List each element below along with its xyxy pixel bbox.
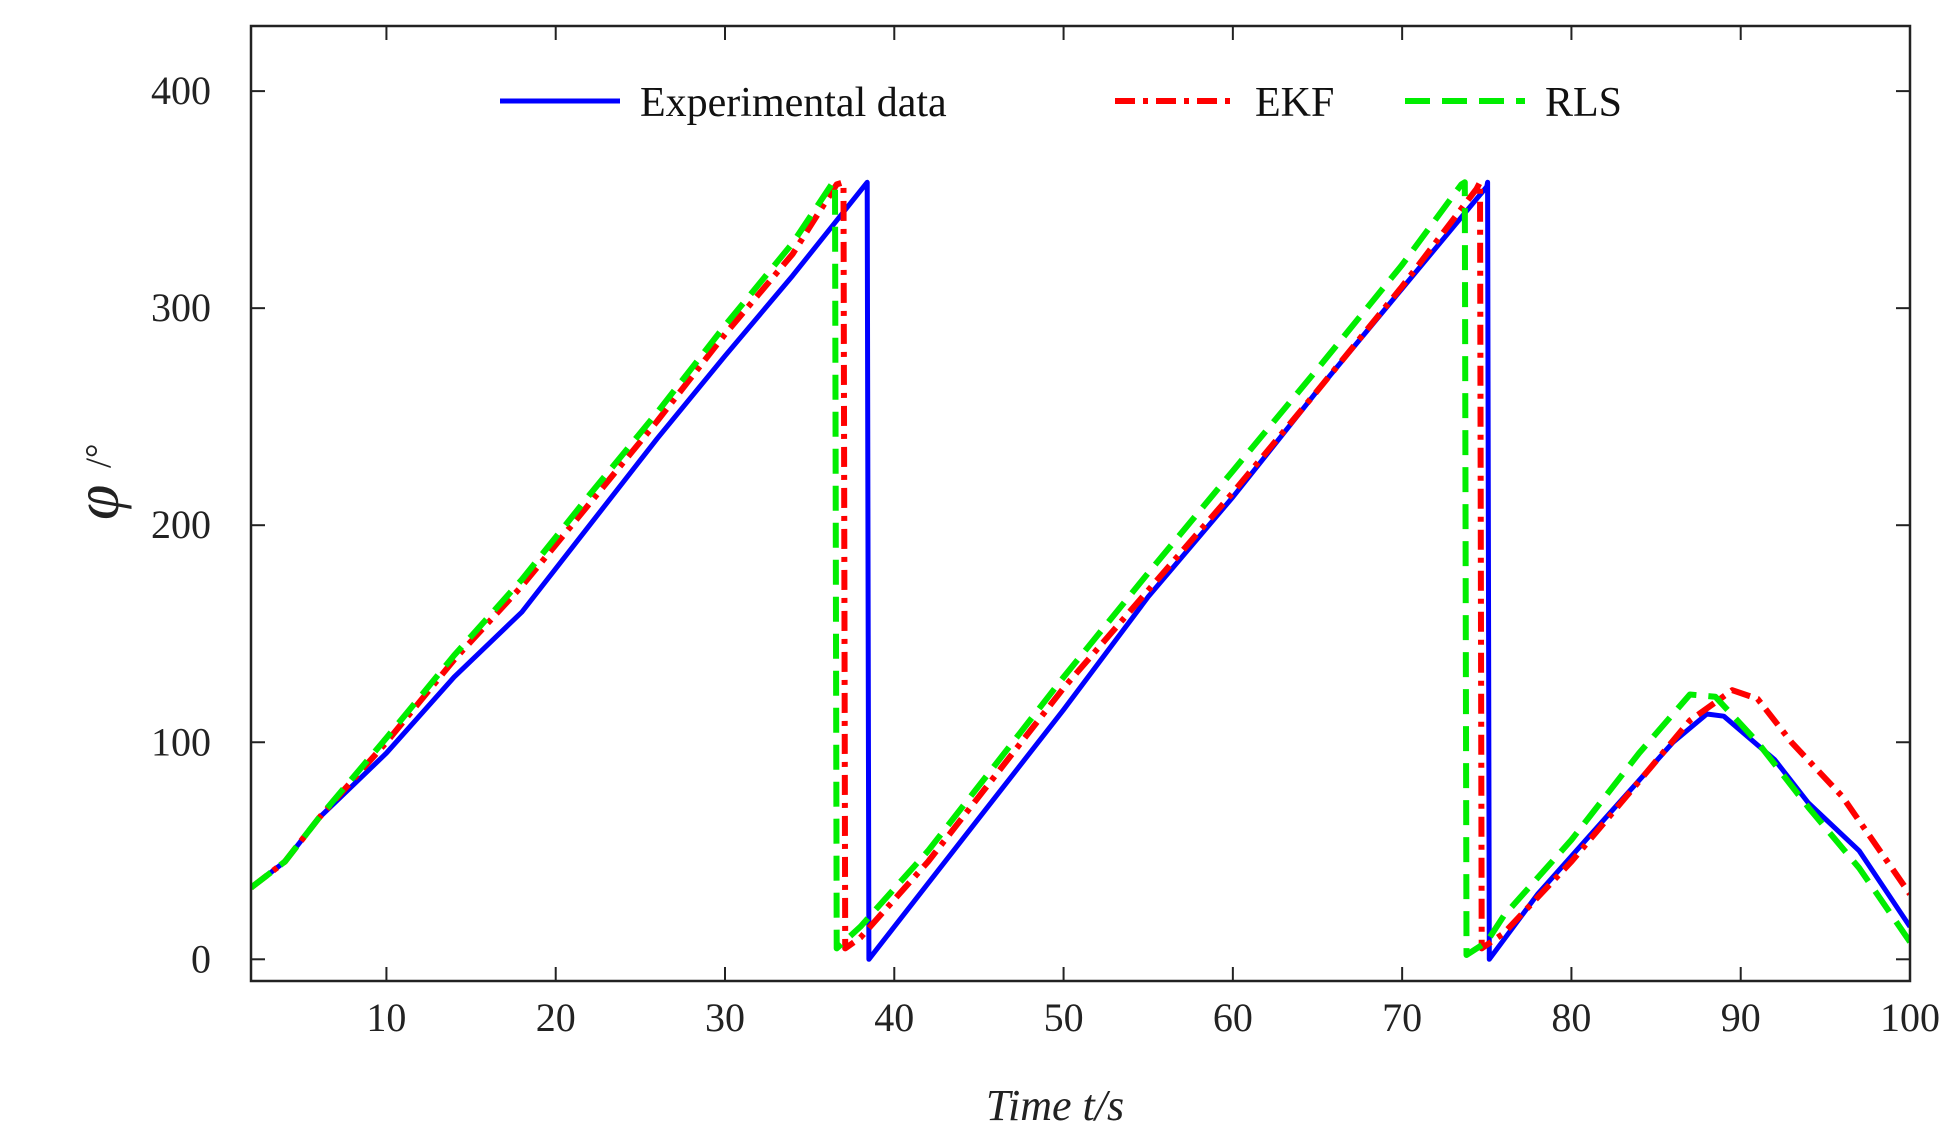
y-tick-label: 0 xyxy=(191,936,211,981)
legend-label-ekf: EKF xyxy=(1255,80,1334,126)
series-line-ekf xyxy=(251,179,1910,952)
x-tick-label: 20 xyxy=(536,995,576,1040)
x-tick-label: 60 xyxy=(1213,995,1253,1040)
series-line-rls xyxy=(251,179,1910,958)
x-tick-label: 90 xyxy=(1721,995,1761,1040)
y-tick-label: 400 xyxy=(151,68,211,113)
series-line-experimental-data xyxy=(251,179,1910,962)
x-tick-label: 80 xyxy=(1551,995,1591,1040)
series-group xyxy=(251,179,1910,962)
x-tick-label: 10 xyxy=(366,995,406,1040)
y-axis-unit: /° xyxy=(78,444,118,468)
x-axis-title: Time t/s xyxy=(986,1081,1124,1130)
legend-label-rls: RLS xyxy=(1545,80,1622,126)
x-tick-label: 50 xyxy=(1044,995,1084,1040)
y-axis-title-group: φ /° xyxy=(61,444,132,520)
y-tick-label: 100 xyxy=(151,719,211,764)
y-axis-title: φ xyxy=(61,485,132,520)
x-tick-label: 30 xyxy=(705,995,745,1040)
legend-label-experimental: Experimental data xyxy=(640,80,947,126)
x-axis-ticks: 10 20 30 40 50 60 70 80 90 100 xyxy=(366,26,1940,1040)
x-tick-label: 100 xyxy=(1880,995,1940,1040)
y-axis-ticks: 0 100 200 300 400 xyxy=(151,68,1910,981)
plot-frame xyxy=(249,24,1912,983)
legend: Experimental data EKF RLS xyxy=(500,80,1622,126)
x-tick-label: 70 xyxy=(1382,995,1422,1040)
y-tick-label: 300 xyxy=(151,285,211,330)
x-tick-label: 40 xyxy=(874,995,914,1040)
y-tick-label: 200 xyxy=(151,502,211,547)
